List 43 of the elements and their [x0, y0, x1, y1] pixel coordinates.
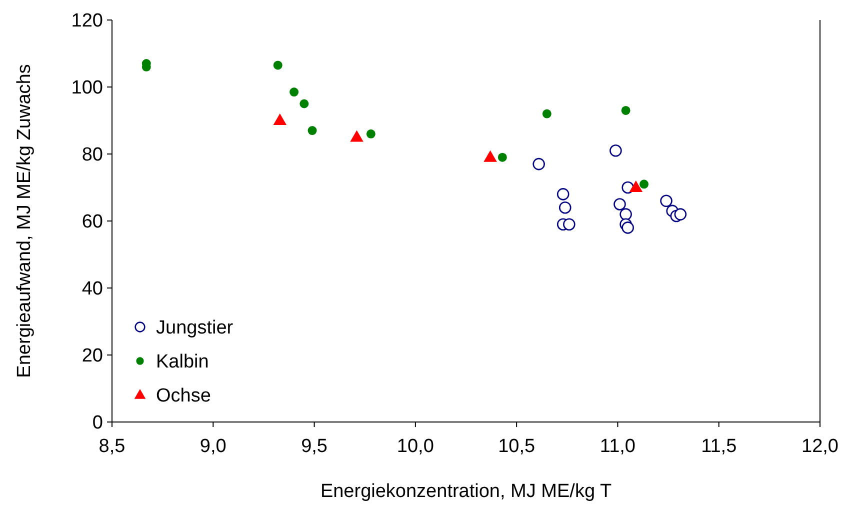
y-tick-label: 60: [82, 212, 103, 233]
x-tick-label: 10,0: [396, 436, 434, 457]
y-tick-label: 120: [71, 10, 103, 32]
point: [622, 222, 634, 234]
point: [290, 88, 299, 97]
legend-label: Jungstier: [156, 318, 234, 339]
point: [366, 129, 376, 138]
point: [640, 180, 649, 189]
legend-label: Kalbin: [156, 352, 209, 373]
point: [498, 152, 507, 162]
point: [610, 144, 622, 157]
x-tick-label: 9,0: [200, 436, 226, 457]
point: [563, 218, 576, 230]
point: [300, 99, 309, 108]
y-tick-label: 0: [92, 412, 103, 434]
point: [273, 60, 282, 70]
point: [629, 180, 643, 192]
y-tick-label: 80: [82, 144, 103, 166]
point: [614, 198, 626, 210]
point: [674, 208, 687, 220]
point: [620, 208, 632, 220]
x-tick-label: 10,5: [498, 436, 536, 457]
y-tick-label: 20: [82, 346, 103, 367]
y-axis-title: Energieaufwand, MJ ME/kg Zuwachs: [14, 64, 35, 378]
point: [660, 194, 672, 208]
legend-label: Ochse: [156, 386, 211, 407]
x-tick-label: 9,5: [301, 436, 328, 457]
x-tick-label: 11,0: [600, 436, 636, 457]
point: [532, 158, 545, 170]
point: [558, 201, 572, 214]
point: [484, 150, 497, 162]
point: [542, 109, 552, 118]
x-tick-label: 12,0: [802, 436, 838, 457]
point: [273, 114, 287, 126]
y-tick-label: 100: [71, 78, 103, 99]
point: [350, 130, 364, 142]
point: [556, 188, 570, 200]
x-axis-title: Energiekonzentration, MJ ME/kg T: [320, 481, 612, 502]
point: [308, 126, 317, 136]
x-tick-label: 8,5: [98, 436, 126, 457]
x-tick-label: 11,5: [701, 436, 737, 457]
y-tick-label: 40: [82, 278, 103, 300]
point: [621, 106, 630, 115]
